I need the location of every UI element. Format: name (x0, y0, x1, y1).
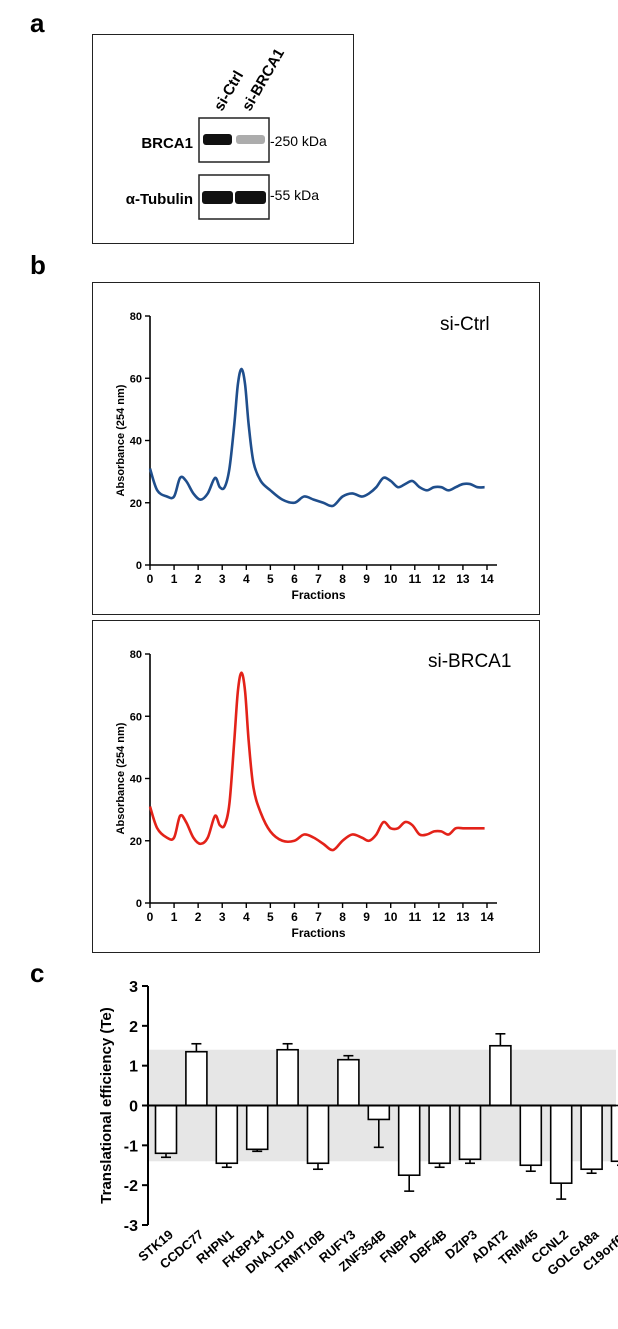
y-tick-label: 20 (130, 498, 142, 510)
x-tick-label: 0 (147, 910, 154, 924)
x-tick-label: 7 (315, 910, 322, 924)
x-tick-label: 2 (195, 572, 202, 586)
y-tick-label: -3 (124, 1218, 138, 1235)
band-brca1-si (236, 135, 265, 144)
bar-stk19 (154, 1104, 178, 1155)
x-tick-label: 11 (408, 572, 421, 586)
protein-label-brca1: BRCA1 (141, 135, 193, 152)
y-tick-label: 0 (136, 560, 142, 572)
bar-dzip3 (458, 1104, 482, 1161)
band-tubulin-si (235, 191, 266, 204)
x-tick-label: 14 (480, 572, 494, 586)
bar-adat2 (489, 1044, 512, 1107)
y-axis-label: Absorbance (254 nm) (115, 722, 127, 834)
x-tick-label: 10 (384, 910, 398, 924)
x-tick-label: 4 (243, 572, 250, 586)
panel-letter-a: a (30, 8, 45, 38)
x-tick-label: 7 (315, 572, 322, 586)
panel-letter-c: c (30, 958, 45, 988)
x-tick-label: 0 (147, 572, 154, 586)
profile-line-si-brca1 (148, 671, 485, 852)
x-tick-label: 2 (195, 910, 202, 924)
x-tick-label: 11 (408, 910, 421, 924)
y-tick-label: 0 (129, 1099, 138, 1116)
y-tick-label: 3 (129, 979, 138, 996)
x-tick-label: 9 (363, 572, 370, 586)
protein-label-tubulin: α-Tubulin (126, 191, 193, 208)
profile-frame-top (92, 282, 540, 615)
x-tick-label: 1 (171, 572, 178, 586)
y-tick-label: -2 (124, 1178, 138, 1195)
bar-trim45 (519, 1104, 543, 1167)
x-tick-label: 5 (267, 910, 274, 924)
y-tick-label: 60 (130, 373, 142, 385)
profile-frame-bottom (92, 620, 540, 953)
bar-ccnl2 (549, 1104, 573, 1184)
y-tick-label: -1 (124, 1138, 138, 1155)
y-tick-label: 20 (130, 836, 142, 848)
x-tick-label: 14 (480, 910, 494, 924)
western-blot-frame (92, 34, 354, 244)
bar-znf354b (367, 1104, 391, 1121)
x-tick-label: 13 (456, 910, 470, 924)
western-blot-figure: si-Ctrl si-BRCA1 BRCA1 -250 kDa α-Tubuli… (126, 46, 327, 220)
y-tick-label: 2 (129, 1019, 138, 1036)
bar-rhpn1 (215, 1104, 239, 1165)
size-label-55: -55 kDa (270, 187, 319, 203)
x-tick-label: 5 (267, 572, 274, 586)
y-axis-label: Absorbance (254 nm) (115, 384, 127, 496)
x-tick-label: 8 (339, 910, 346, 924)
bar-fnbp4 (397, 1104, 421, 1177)
y-axis-label: Translational efficiency (Te) (98, 1007, 115, 1203)
x-axis-label: Fractions (291, 588, 345, 602)
y-tick-label: 1 (129, 1059, 138, 1076)
profile-title-ctrl: si-Ctrl (440, 314, 490, 335)
x-tick-label: 6 (291, 572, 298, 586)
x-tick-label: 3 (219, 910, 226, 924)
y-tick-label: 40 (130, 774, 142, 786)
bar-dnajc10 (276, 1048, 299, 1107)
x-tick-label: 13 (456, 572, 470, 586)
bar-golga8a (580, 1104, 603, 1171)
x-tick-label: 4 (243, 910, 250, 924)
band-brca1-ctrl (203, 134, 232, 145)
bar-rufy3 (337, 1058, 360, 1107)
profile-line-si-ctrl (148, 367, 485, 508)
x-tick-label: 1 (171, 910, 178, 924)
x-tick-label: 10 (384, 572, 398, 586)
x-axis-label: Fractions (291, 926, 345, 940)
x-tick-label: 12 (432, 572, 446, 586)
y-tick-label: 80 (130, 311, 142, 323)
panel-letter-b: b (30, 250, 46, 280)
band-tubulin-ctrl (202, 191, 233, 204)
profile-title-brca1: si-BRCA1 (428, 651, 511, 672)
bar-fkbp14 (245, 1104, 269, 1151)
x-tick-label: 6 (291, 910, 298, 924)
y-tick-label: 0 (136, 898, 142, 910)
x-tick-label: 9 (363, 910, 370, 924)
bar-ccdc77 (185, 1050, 208, 1107)
x-tick-label: 3 (219, 572, 226, 586)
bar-c19orf66 (610, 1104, 618, 1163)
y-tick-label: 80 (130, 649, 142, 661)
size-label-250: -250 kDa (270, 133, 327, 149)
bar-trmt10b (306, 1104, 330, 1165)
y-tick-label: 40 (130, 436, 142, 448)
x-tick-label: 8 (339, 572, 346, 586)
bar-dbf4b (428, 1104, 451, 1165)
x-tick-label: 12 (432, 910, 446, 924)
y-tick-label: 60 (130, 711, 142, 723)
